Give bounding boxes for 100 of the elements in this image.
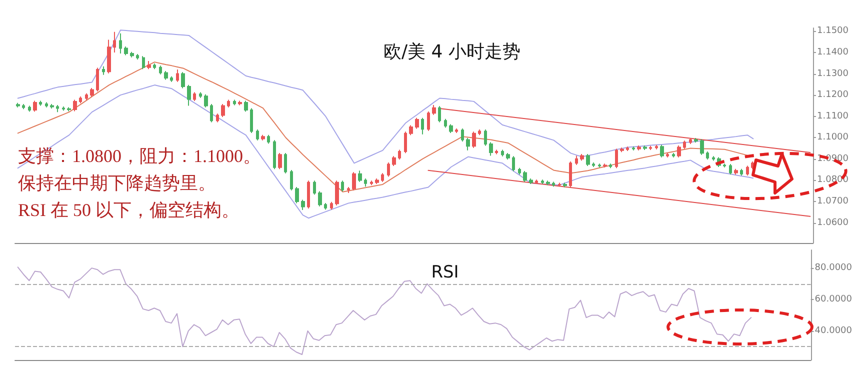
candlestick bbox=[461, 128, 464, 142]
annotation: 支撑：1.0800，阻力：1.1000。 bbox=[18, 146, 261, 166]
candlestick bbox=[124, 46, 128, 56]
candlestick bbox=[689, 138, 692, 145]
candlestick bbox=[301, 199, 305, 211]
candlestick bbox=[563, 182, 567, 188]
candlestick bbox=[90, 88, 94, 98]
candlestick bbox=[746, 165, 749, 176]
y-tick-label: 1.0600 bbox=[817, 218, 849, 228]
candlestick bbox=[364, 178, 367, 188]
candlestick bbox=[290, 169, 293, 191]
candlestick bbox=[216, 113, 219, 123]
candlestick bbox=[267, 134, 270, 144]
candlestick bbox=[506, 152, 510, 160]
y-tick-label: 1.1500 bbox=[817, 26, 849, 36]
y-tick-label: 40.0000 bbox=[814, 326, 852, 336]
candlestick bbox=[119, 32, 122, 54]
candlestick bbox=[694, 138, 698, 144]
y-tick-label: 1.1400 bbox=[817, 47, 849, 58]
candlestick bbox=[113, 31, 116, 53]
candlestick bbox=[466, 138, 470, 151]
candlestick bbox=[706, 150, 709, 160]
candlestick bbox=[723, 163, 726, 168]
candlestick bbox=[444, 118, 447, 128]
candlestick bbox=[472, 131, 476, 148]
text: 欧/美 4 小时走势 bbox=[384, 42, 520, 62]
candlestick bbox=[409, 124, 413, 136]
candlestick bbox=[512, 156, 515, 172]
candlestick bbox=[552, 181, 555, 188]
candlestick bbox=[56, 104, 59, 113]
candlestick bbox=[136, 53, 139, 60]
candlestick bbox=[221, 103, 225, 118]
candlestick bbox=[603, 163, 607, 168]
line-series bbox=[17, 30, 754, 164]
candlestick bbox=[398, 149, 401, 160]
candlestick bbox=[107, 39, 111, 74]
candlestick bbox=[575, 155, 578, 166]
candlestick bbox=[273, 140, 276, 170]
y-tick-label: 1.1100 bbox=[817, 111, 849, 122]
candlestick bbox=[387, 162, 390, 178]
candlestick bbox=[130, 51, 134, 58]
candlestick bbox=[210, 103, 213, 123]
candlestick bbox=[181, 72, 185, 89]
candlestick bbox=[238, 100, 242, 106]
candlestick bbox=[580, 154, 584, 162]
candlestick bbox=[672, 152, 675, 158]
candlestick bbox=[592, 162, 595, 168]
candlestick bbox=[375, 178, 379, 185]
candlestick bbox=[62, 106, 65, 112]
candlestick bbox=[734, 168, 738, 175]
candlestick bbox=[432, 104, 436, 116]
candlestick bbox=[153, 63, 156, 70]
candlestick bbox=[729, 164, 732, 175]
candlestick bbox=[358, 170, 362, 182]
candlestick bbox=[341, 180, 344, 192]
candlestick bbox=[295, 186, 299, 204]
candlestick bbox=[170, 76, 173, 82]
y-tick-label: 1.1200 bbox=[817, 90, 849, 100]
line-series bbox=[17, 266, 752, 355]
candlestick bbox=[307, 180, 310, 210]
candlestick bbox=[660, 144, 664, 158]
candlestick bbox=[632, 146, 635, 151]
candlestick bbox=[159, 65, 162, 75]
candlestick bbox=[22, 103, 25, 110]
candlestick bbox=[523, 170, 527, 182]
candlestick bbox=[586, 154, 590, 166]
annotation: 保持在中期下降趋势里。 bbox=[18, 173, 216, 193]
candlestick bbox=[404, 131, 407, 154]
candlestick bbox=[147, 60, 151, 70]
candlestick bbox=[546, 180, 550, 186]
candlestick bbox=[164, 70, 168, 80]
candlestick bbox=[142, 56, 145, 70]
candlestick bbox=[250, 108, 253, 134]
candlestick bbox=[489, 142, 493, 156]
y-tick-label: 1.0800 bbox=[817, 175, 849, 186]
y-tick-label: 1.1000 bbox=[817, 132, 849, 143]
y-tick-label: 60.0000 bbox=[814, 294, 852, 304]
candlestick bbox=[79, 96, 82, 104]
candlestick bbox=[96, 67, 99, 92]
candlestick bbox=[598, 163, 601, 168]
y-tick-label: 1.1300 bbox=[817, 68, 849, 79]
candlestick bbox=[85, 92, 88, 100]
candlestick bbox=[335, 180, 339, 206]
candlestick bbox=[227, 99, 230, 108]
candlestick bbox=[313, 180, 316, 196]
candlestick bbox=[518, 167, 521, 175]
candlestick bbox=[204, 94, 208, 108]
candlestick bbox=[495, 149, 498, 155]
candlestick bbox=[626, 146, 629, 152]
candlestick bbox=[535, 179, 538, 185]
candlestick bbox=[620, 147, 624, 153]
candlestick bbox=[478, 129, 481, 136]
candlestick bbox=[438, 106, 441, 123]
candlestick bbox=[261, 134, 265, 141]
candlestick bbox=[637, 145, 641, 151]
candlestick bbox=[415, 117, 419, 130]
candlestick bbox=[381, 172, 384, 182]
candlestick bbox=[256, 129, 259, 141]
candlestick bbox=[392, 156, 396, 166]
candlestick bbox=[39, 100, 42, 106]
